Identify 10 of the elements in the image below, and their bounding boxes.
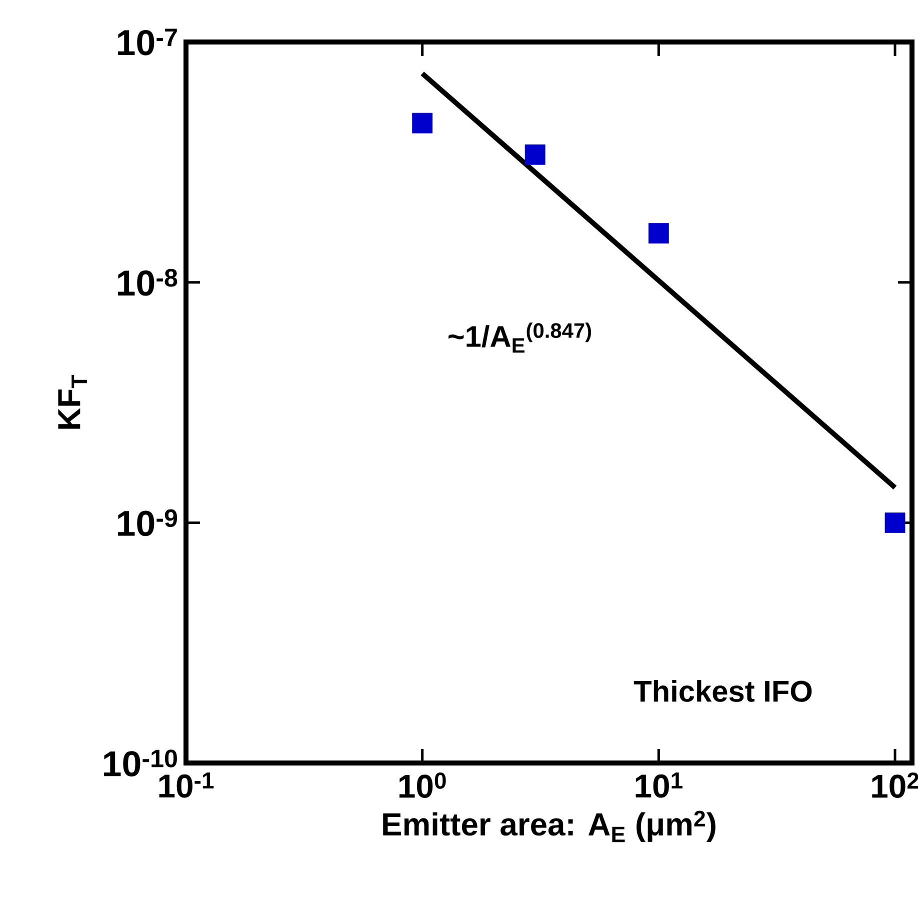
x-axis-title: Emitter area: A$_{E}$ (μm$^{2}$) [383,810,716,842]
y-axis-title: KF$_{T}$ [58,374,87,429]
x-tick-label: 10$^{0}$ [399,772,446,798]
x-tick-label: 10$^{1}$ [636,772,682,798]
y-tick-label: 10$^{-7}$ [118,28,177,56]
y-tick-label: 10$^{-8}$ [118,268,178,296]
annotation: Thickest IFO [634,680,812,702]
y-tick-label: 10$^{-9}$ [118,509,178,536]
annotation: ~1/A$_{E}$(0.847) [448,322,592,353]
x-tick-label: 10$^{-1}$ [159,772,214,798]
